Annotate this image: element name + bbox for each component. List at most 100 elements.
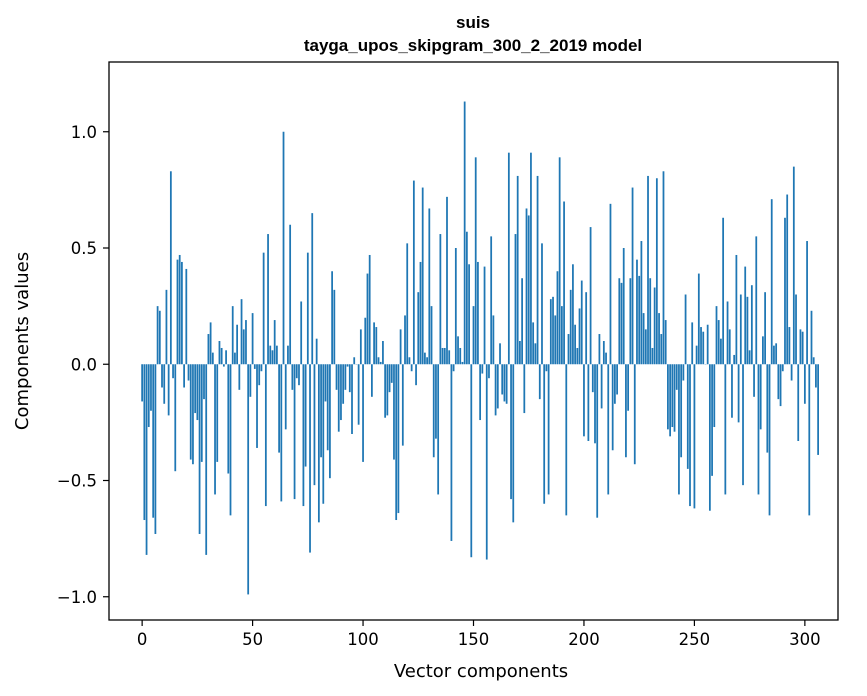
bar-component-302 bbox=[808, 364, 811, 516]
bar-component-24 bbox=[194, 364, 197, 414]
bar-component-34 bbox=[216, 364, 219, 462]
bar-component-281 bbox=[762, 336, 764, 365]
bar-component-267 bbox=[731, 364, 733, 418]
bar-component-170 bbox=[516, 175, 519, 365]
bar-component-247 bbox=[686, 364, 689, 469]
bar-component-304 bbox=[812, 357, 815, 365]
bar-component-21 bbox=[187, 364, 190, 381]
bar-component-4 bbox=[150, 364, 152, 411]
bar-component-192 bbox=[565, 364, 568, 516]
bar-component-138 bbox=[446, 196, 448, 365]
bar-component-259 bbox=[713, 364, 716, 428]
bar-component-278 bbox=[755, 236, 758, 365]
bar-component-42 bbox=[234, 352, 236, 365]
bar-component-226 bbox=[640, 241, 643, 365]
bar-component-173 bbox=[523, 364, 526, 414]
bar-component-103 bbox=[368, 254, 371, 365]
bar-component-142 bbox=[454, 248, 457, 365]
bar-component-52 bbox=[256, 364, 258, 448]
bar-component-102 bbox=[366, 273, 369, 365]
bar-component-54 bbox=[260, 364, 263, 372]
bar-component-200 bbox=[583, 364, 585, 437]
bar-component-287 bbox=[775, 343, 778, 365]
bar-component-159 bbox=[492, 315, 495, 365]
bar-component-256 bbox=[706, 324, 709, 365]
y-tick-label: 0.5 bbox=[71, 239, 97, 258]
bar-component-82 bbox=[322, 364, 325, 504]
bar-component-139 bbox=[448, 350, 451, 365]
bar-component-295 bbox=[792, 166, 795, 365]
bar-component-301 bbox=[806, 241, 808, 365]
bar-component-297 bbox=[797, 364, 800, 441]
bar-component-294 bbox=[790, 364, 793, 381]
bar-component-123 bbox=[412, 180, 415, 365]
bar-component-280 bbox=[759, 364, 762, 430]
bar-component-272 bbox=[742, 364, 744, 486]
bar-component-254 bbox=[702, 331, 705, 365]
bar-component-7 bbox=[156, 306, 159, 365]
bar-component-10 bbox=[163, 364, 166, 404]
bar-component-260 bbox=[715, 306, 718, 365]
bar-component-1 bbox=[143, 364, 146, 521]
bar-component-120 bbox=[406, 243, 409, 365]
bar-component-70 bbox=[295, 364, 298, 379]
bar-component-196 bbox=[574, 324, 576, 365]
bar-component-151 bbox=[474, 157, 477, 365]
bar-component-140 bbox=[450, 364, 453, 541]
bar-component-303 bbox=[810, 310, 813, 365]
bar-component-122 bbox=[410, 364, 413, 372]
bar-component-96 bbox=[353, 357, 356, 365]
bar-component-185 bbox=[549, 299, 552, 365]
bar-component-143 bbox=[457, 336, 459, 365]
bar-component-19 bbox=[183, 364, 185, 388]
bar-component-165 bbox=[505, 364, 508, 404]
bar-component-273 bbox=[744, 266, 747, 365]
bar-component-234 bbox=[658, 313, 660, 365]
bar-component-275 bbox=[748, 350, 751, 365]
bar-component-116 bbox=[397, 364, 400, 514]
bar-component-129 bbox=[426, 357, 428, 365]
bar-component-306 bbox=[817, 364, 819, 455]
bar-component-204 bbox=[591, 364, 594, 393]
bar-component-238 bbox=[667, 364, 669, 430]
bar-component-144 bbox=[459, 347, 462, 365]
bar-component-216 bbox=[618, 278, 621, 365]
bar-component-100 bbox=[362, 364, 364, 462]
bar-component-87 bbox=[333, 289, 336, 365]
bar-component-262 bbox=[720, 338, 722, 365]
bar-component-32 bbox=[211, 352, 214, 365]
bar-component-126 bbox=[419, 261, 422, 365]
bar-component-213 bbox=[611, 364, 614, 451]
bar-component-296 bbox=[795, 294, 797, 365]
bar-component-184 bbox=[547, 364, 550, 495]
bar-component-300 bbox=[803, 364, 806, 404]
bar-component-187 bbox=[554, 315, 557, 365]
bar-component-188 bbox=[556, 271, 559, 365]
bar-component-9 bbox=[161, 364, 163, 388]
bar-component-90 bbox=[340, 364, 342, 421]
bar-component-30 bbox=[207, 334, 210, 365]
y-axis: −1.0 −0.5 0.0 0.5 1.0 bbox=[57, 123, 109, 607]
bar-component-207 bbox=[598, 334, 601, 365]
bar-component-125 bbox=[417, 292, 420, 365]
bar-component-235 bbox=[660, 334, 663, 365]
bar-component-215 bbox=[616, 364, 618, 395]
bar-component-279 bbox=[757, 364, 760, 495]
bar-component-75 bbox=[306, 252, 309, 365]
bar-component-283 bbox=[766, 364, 769, 453]
bar-component-155 bbox=[483, 266, 486, 365]
bar-component-220 bbox=[627, 364, 630, 411]
bar-component-130 bbox=[428, 208, 431, 365]
bar-component-205 bbox=[594, 364, 596, 444]
bar-component-181 bbox=[541, 243, 543, 365]
bar-component-18 bbox=[181, 261, 183, 365]
bar-component-244 bbox=[680, 364, 683, 458]
bar-component-250 bbox=[693, 364, 696, 509]
bar-component-223 bbox=[633, 364, 636, 465]
bar-component-5 bbox=[152, 364, 155, 518]
bar-component-12 bbox=[167, 364, 170, 416]
bar-component-17 bbox=[178, 254, 181, 365]
bar-component-15 bbox=[174, 364, 177, 472]
bar-component-219 bbox=[625, 364, 627, 458]
